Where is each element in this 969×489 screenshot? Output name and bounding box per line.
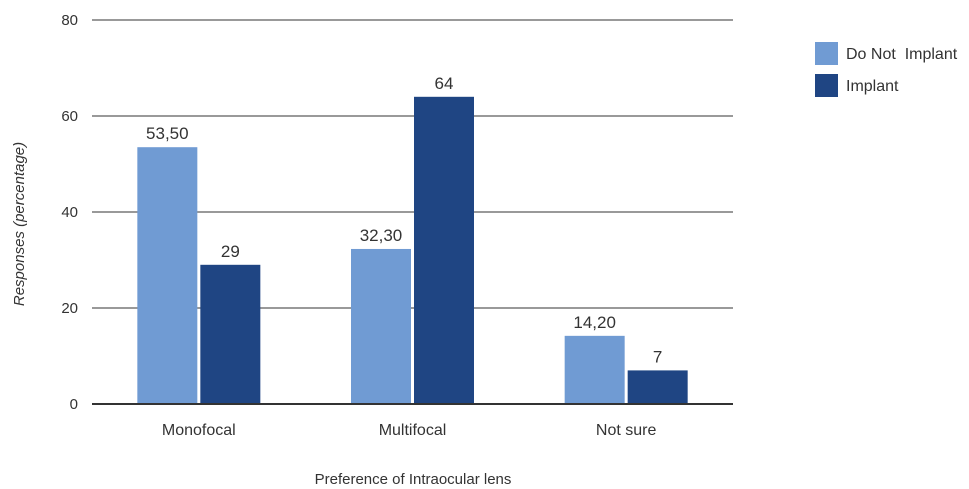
legend-label: Implant (846, 78, 899, 95)
data-label: 7 (653, 347, 662, 366)
data-label: 14,20 (573, 313, 616, 332)
x-tick-label: Multifocal (379, 422, 447, 439)
data-labels: 53,50 29 32,30 64 14,20 7 (146, 74, 662, 367)
legend-swatch (815, 74, 838, 97)
bar (200, 264, 261, 404)
y-axis-title: Responses (percentage) (11, 142, 28, 306)
y-tick-label: 40 (61, 204, 78, 221)
x-axis-categories: Monofocal Multifocal Not sure (162, 422, 657, 439)
legend-label: Do Not Implant (846, 46, 958, 63)
y-tick-label: 0 (70, 396, 78, 413)
bar (351, 248, 411, 404)
x-tick-label: Not sure (596, 422, 657, 439)
y-axis-ticks: 0 20 40 60 80 (61, 12, 78, 413)
x-tick-label: Monofocal (162, 422, 236, 439)
gridlines (92, 19, 733, 309)
y-tick-label: 60 (61, 108, 78, 125)
bar (564, 335, 625, 404)
y-tick-label: 80 (61, 12, 78, 29)
bar (627, 370, 688, 404)
data-label: 32,30 (360, 226, 403, 245)
legend-swatch (815, 42, 838, 65)
y-tick-label: 20 (61, 300, 78, 317)
data-label: 29 (221, 242, 240, 261)
bar (414, 96, 474, 405)
x-axis-title: Preference of Intraocular lens (315, 471, 512, 488)
data-label: 64 (435, 74, 454, 93)
bar (137, 147, 198, 404)
bars (137, 96, 688, 405)
legend: Do Not Implant Implant (815, 42, 958, 97)
data-label: 53,50 (146, 124, 189, 143)
